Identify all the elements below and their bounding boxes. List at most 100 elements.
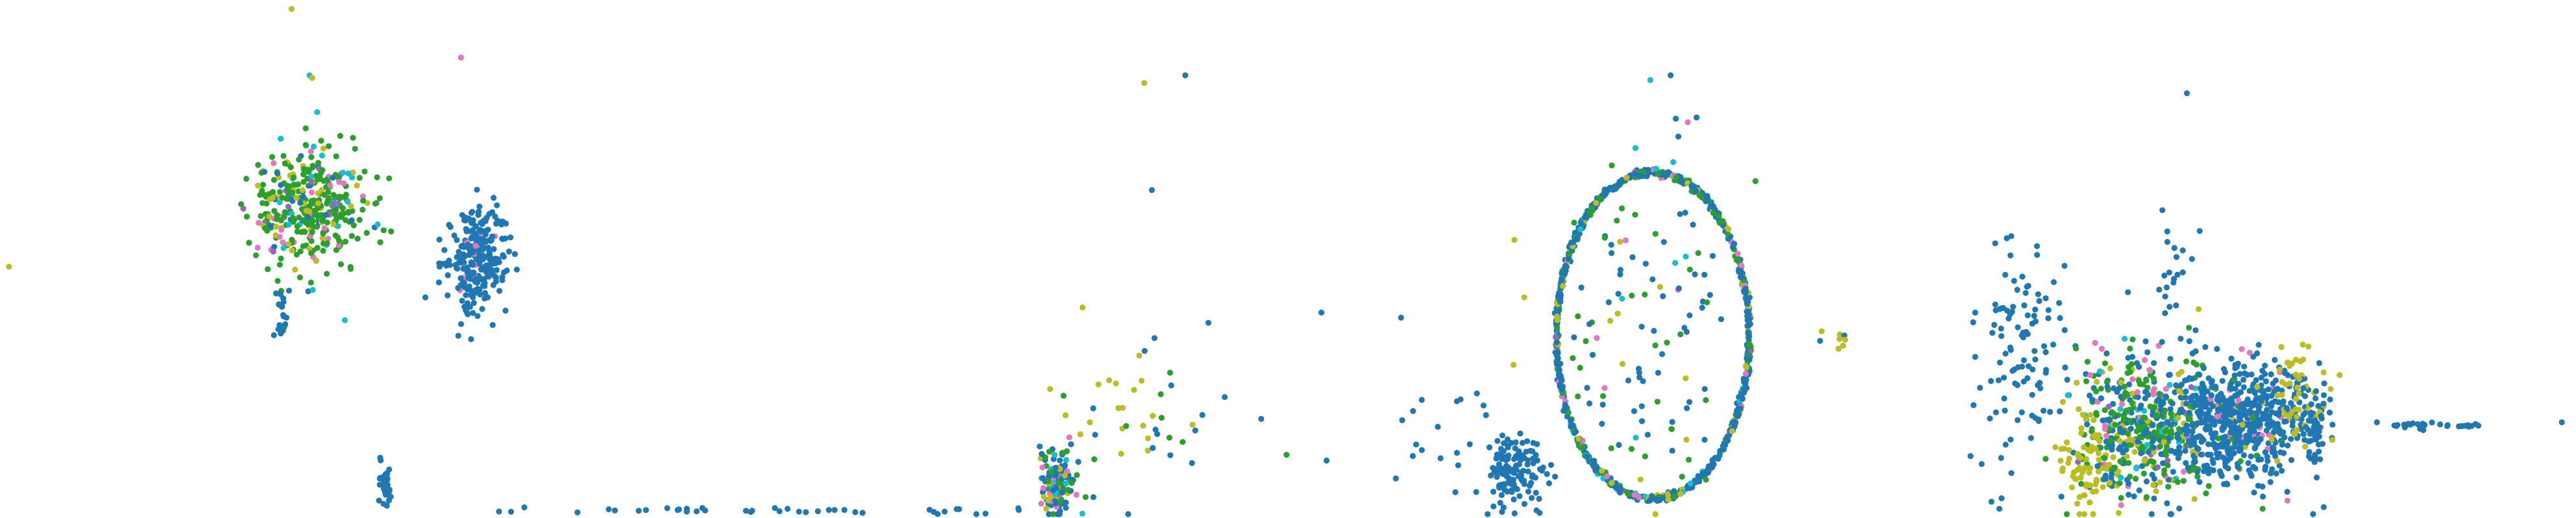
- data-point: [292, 266, 298, 273]
- data-point: [2222, 460, 2228, 467]
- data-point: [1141, 80, 1147, 86]
- data-point: [2156, 286, 2163, 293]
- data-point: [2222, 369, 2228, 376]
- data-point: [2166, 372, 2172, 378]
- data-point: [2312, 434, 2318, 440]
- data-point: [2086, 469, 2093, 476]
- data-point: [278, 227, 285, 233]
- data-point: [2096, 456, 2102, 463]
- data-point: [1659, 171, 1666, 178]
- data-point: [1577, 445, 1585, 451]
- data-point: [333, 153, 339, 160]
- data-point: [1976, 384, 1984, 391]
- data-point: [2093, 412, 2100, 419]
- data-point: [435, 279, 443, 286]
- data-point: [2032, 306, 2039, 313]
- data-point: [1614, 217, 1620, 224]
- data-point: [2320, 369, 2327, 376]
- data-point: [2009, 308, 2015, 315]
- data-point: [2274, 421, 2281, 427]
- data-point: [348, 232, 355, 240]
- data-point: [2215, 393, 2221, 400]
- data-point: [1555, 361, 1562, 367]
- data-point: [287, 164, 294, 171]
- data-point: [1452, 489, 1459, 495]
- data-point: [2008, 470, 2015, 476]
- data-point: [501, 269, 507, 276]
- data-point: [2015, 364, 2021, 371]
- data-point: [2281, 434, 2288, 441]
- data-point: [474, 186, 480, 193]
- data-point: [310, 223, 317, 230]
- data-point: [1618, 205, 1625, 212]
- data-point: [240, 205, 247, 212]
- data-point: [2151, 404, 2157, 410]
- data-point: [2078, 425, 2085, 432]
- data-point: [2129, 400, 2135, 406]
- data-point: [2154, 464, 2161, 471]
- data-point: [458, 321, 465, 327]
- data-point: [2144, 441, 2150, 448]
- data-point: [330, 221, 337, 227]
- data-point: [1686, 312, 1693, 319]
- data-point: [2189, 376, 2195, 382]
- data-point: [2208, 430, 2215, 437]
- data-point: [1672, 260, 1679, 266]
- data-point: [436, 236, 443, 243]
- data-point: [1605, 299, 1612, 306]
- data-point: [2165, 462, 2171, 469]
- data-point: [1632, 145, 1639, 151]
- data-point: [2093, 378, 2100, 385]
- data-point: [2147, 372, 2154, 378]
- data-point: [1703, 476, 1709, 483]
- data-point: [2061, 327, 2068, 334]
- data-point: [2023, 328, 2030, 335]
- data-point: [499, 277, 505, 284]
- data-point: [2222, 409, 2229, 415]
- data-point: [502, 235, 509, 241]
- data-point: [2060, 399, 2066, 405]
- data-point: [1568, 423, 1574, 430]
- data-point: [1498, 445, 1504, 452]
- data-point: [2070, 449, 2077, 456]
- data-point: [2167, 304, 2173, 310]
- data-point: [476, 250, 483, 256]
- data-point: [2176, 409, 2183, 415]
- data-point: [327, 182, 334, 189]
- data-point: [2004, 307, 2010, 314]
- data-point: [386, 175, 393, 182]
- data-point: [1609, 480, 1615, 486]
- data-point: [252, 252, 259, 258]
- data-point: [831, 507, 838, 513]
- data-point: [288, 210, 295, 217]
- data-point: [2110, 454, 2117, 461]
- data-point: [1556, 367, 1562, 373]
- data-point: [2242, 401, 2248, 408]
- data-point: [2261, 371, 2268, 377]
- data-point: [315, 160, 322, 166]
- data-point: [1510, 362, 1517, 368]
- data-point: [1710, 210, 1717, 216]
- data-point: [1677, 331, 1684, 338]
- data-point: [477, 291, 483, 298]
- data-point: [1496, 461, 1502, 467]
- data-point: [2139, 463, 2145, 469]
- data-point: [982, 510, 989, 517]
- data-point: [356, 217, 363, 223]
- data-point: [2252, 389, 2258, 396]
- data-point: [2178, 336, 2184, 342]
- data-point: [2237, 447, 2244, 454]
- data-point: [1660, 239, 1667, 245]
- data-point: [309, 75, 315, 81]
- data-point: [1578, 284, 1585, 291]
- data-point: [1180, 439, 1186, 445]
- data-point: [2117, 458, 2124, 465]
- data-point: [2151, 495, 2157, 502]
- data-point: [1392, 475, 1399, 482]
- data-point: [2029, 321, 2035, 327]
- data-point: [2126, 417, 2133, 424]
- data-point: [238, 201, 245, 208]
- data-point: [2107, 365, 2113, 372]
- data-point: [1015, 505, 1021, 512]
- data-point: [1583, 338, 1589, 345]
